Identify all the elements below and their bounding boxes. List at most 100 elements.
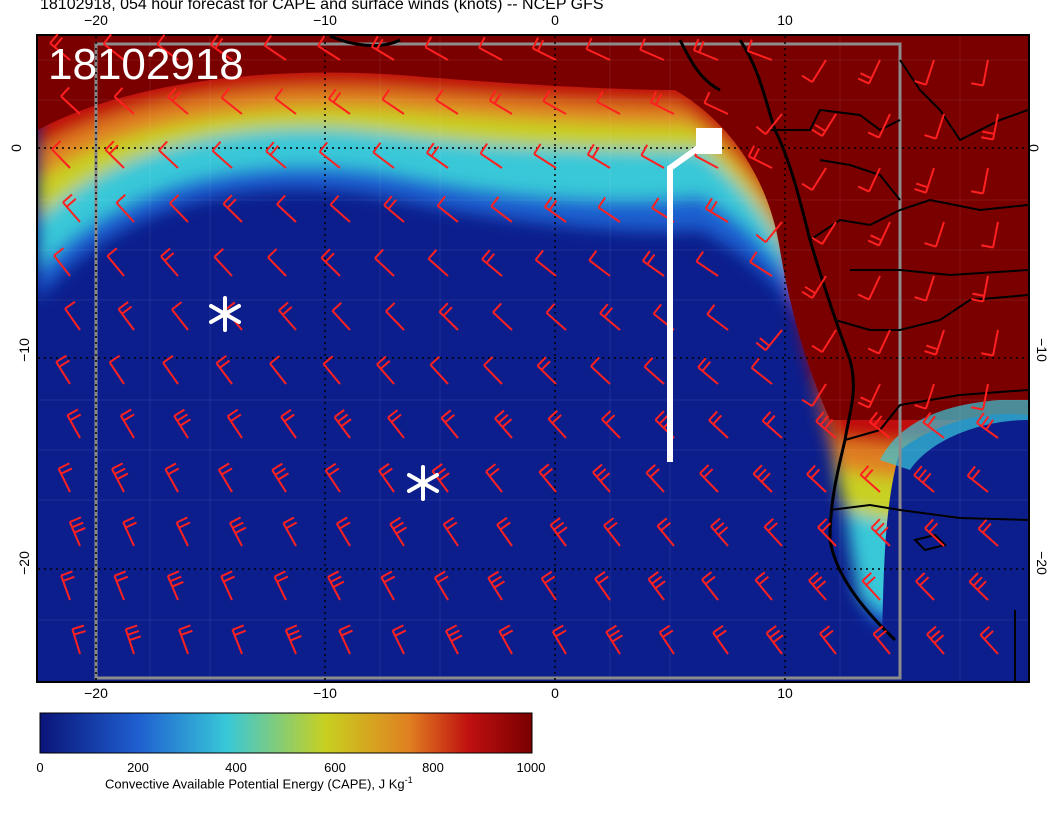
wind-barb-feather <box>815 580 827 590</box>
wind-barb <box>445 630 459 655</box>
wind-barb-feather <box>865 576 876 586</box>
wind-barb-feather <box>801 398 813 407</box>
wind-barb-feather <box>536 39 545 52</box>
wind-barb-feather <box>811 344 823 353</box>
wind-barb <box>378 470 395 493</box>
wind-barb-feather <box>714 522 725 532</box>
wind-barb <box>210 44 233 61</box>
wind-barb-feather <box>125 624 138 631</box>
wind-barb-feather <box>544 575 556 584</box>
wind-barb <box>992 113 999 140</box>
colorbar-tick: 0 <box>36 760 44 775</box>
wind-barb-feather <box>538 463 550 473</box>
wind-barb-feather <box>916 182 929 189</box>
wind-barb-feather <box>924 134 937 140</box>
wind-barb <box>925 167 935 194</box>
wind-barb <box>442 523 459 547</box>
wind-barb-feather <box>234 526 247 534</box>
wind-barb-feather <box>229 516 242 524</box>
wind-barb-feather <box>697 357 707 368</box>
wind-barb <box>764 329 783 351</box>
wind-barb-feather <box>327 570 340 578</box>
wind-barb-feather <box>213 247 224 258</box>
wind-barb-feather <box>156 34 166 45</box>
wind-barb-feather <box>540 360 551 371</box>
wind-barb-feather <box>926 625 937 636</box>
wind-barb <box>374 257 395 277</box>
wind-barb-feather <box>542 90 551 102</box>
lon-tick-top: 10 <box>777 12 793 28</box>
wind-barb-feather <box>766 414 776 426</box>
wind-barb-feather <box>234 629 247 637</box>
wind-barb-feather <box>542 467 553 478</box>
wind-barb-feather <box>424 36 433 48</box>
wind-barb <box>640 154 665 169</box>
wind-barb <box>925 275 935 302</box>
wind-barb-feather <box>640 144 649 156</box>
wind-barb-feather <box>586 143 595 156</box>
map-title: 18102918, 054 hour forecast for CAPE and… <box>40 0 604 13</box>
wind-barb <box>982 167 989 194</box>
wind-barb-feather <box>106 247 118 257</box>
wind-barb-feather <box>120 408 132 417</box>
wind-barb-feather <box>227 408 239 418</box>
wind-barb-feather <box>72 624 85 631</box>
wind-barb-feather <box>761 411 772 422</box>
wind-barb-feather <box>710 517 721 528</box>
wind-barb <box>438 311 459 331</box>
wind-barb-feather <box>328 88 337 100</box>
lon-tick-bottom: −20 <box>84 685 108 701</box>
colorbar-tick: 600 <box>324 760 346 775</box>
wind-barb-feather <box>868 411 878 423</box>
wind-barb-feather <box>332 91 342 103</box>
wind-barb <box>440 417 459 439</box>
wind-barb <box>164 468 179 493</box>
wind-barb-feather <box>73 526 86 534</box>
wind-barb <box>371 45 395 61</box>
wind-barb-feather <box>440 409 452 419</box>
wind-barb <box>811 383 827 407</box>
wind-barb <box>645 472 665 493</box>
wind-barb-feather <box>599 472 611 482</box>
wind-barb <box>982 59 989 86</box>
wind-barb-feather <box>479 142 488 155</box>
wind-barb-feather <box>114 570 127 577</box>
wind-barb <box>483 364 503 385</box>
wind-barb-feather <box>330 575 342 583</box>
wind-barb-feather <box>220 87 230 99</box>
wind-barb-feather <box>870 518 881 529</box>
wind-barb-feather <box>759 337 770 347</box>
wind-barb <box>487 577 503 601</box>
colorbar-tick: 1000 <box>516 760 546 775</box>
wind-barb <box>387 416 405 439</box>
wind-barb <box>338 629 351 655</box>
wind-barb-feather <box>597 575 609 585</box>
wind-barb-feather <box>872 625 884 635</box>
wind-barb-feather <box>171 580 184 588</box>
wind-barb <box>751 367 773 385</box>
wind-barb <box>274 97 297 115</box>
wind-barb-feather <box>966 465 976 477</box>
wind-barb-feather <box>982 522 992 534</box>
wind-barb-feather <box>494 409 505 420</box>
wind-barb-feather <box>337 413 349 423</box>
wind-barb-feather <box>49 33 59 44</box>
wind-barb-feather <box>876 629 887 640</box>
wind-barb-feather <box>488 89 497 102</box>
wind-barb <box>215 362 233 385</box>
wind-barb-feather <box>649 468 660 478</box>
wind-barb-feather <box>164 252 175 262</box>
wind-barb <box>217 469 233 493</box>
wind-barb-feather <box>104 140 115 151</box>
wind-barb-feather <box>808 571 819 582</box>
wind-barb-feather <box>164 462 177 471</box>
wind-barb-feather <box>603 307 613 318</box>
wind-barb-feather <box>801 182 813 191</box>
wind-barb-feather <box>62 575 75 582</box>
wind-barb-feather <box>171 301 183 311</box>
lat-tick-right: −20 <box>1033 551 1050 575</box>
wind-barb-feather <box>287 629 300 637</box>
wind-barb-feather <box>210 34 219 46</box>
wind-barb-feather <box>387 409 399 419</box>
